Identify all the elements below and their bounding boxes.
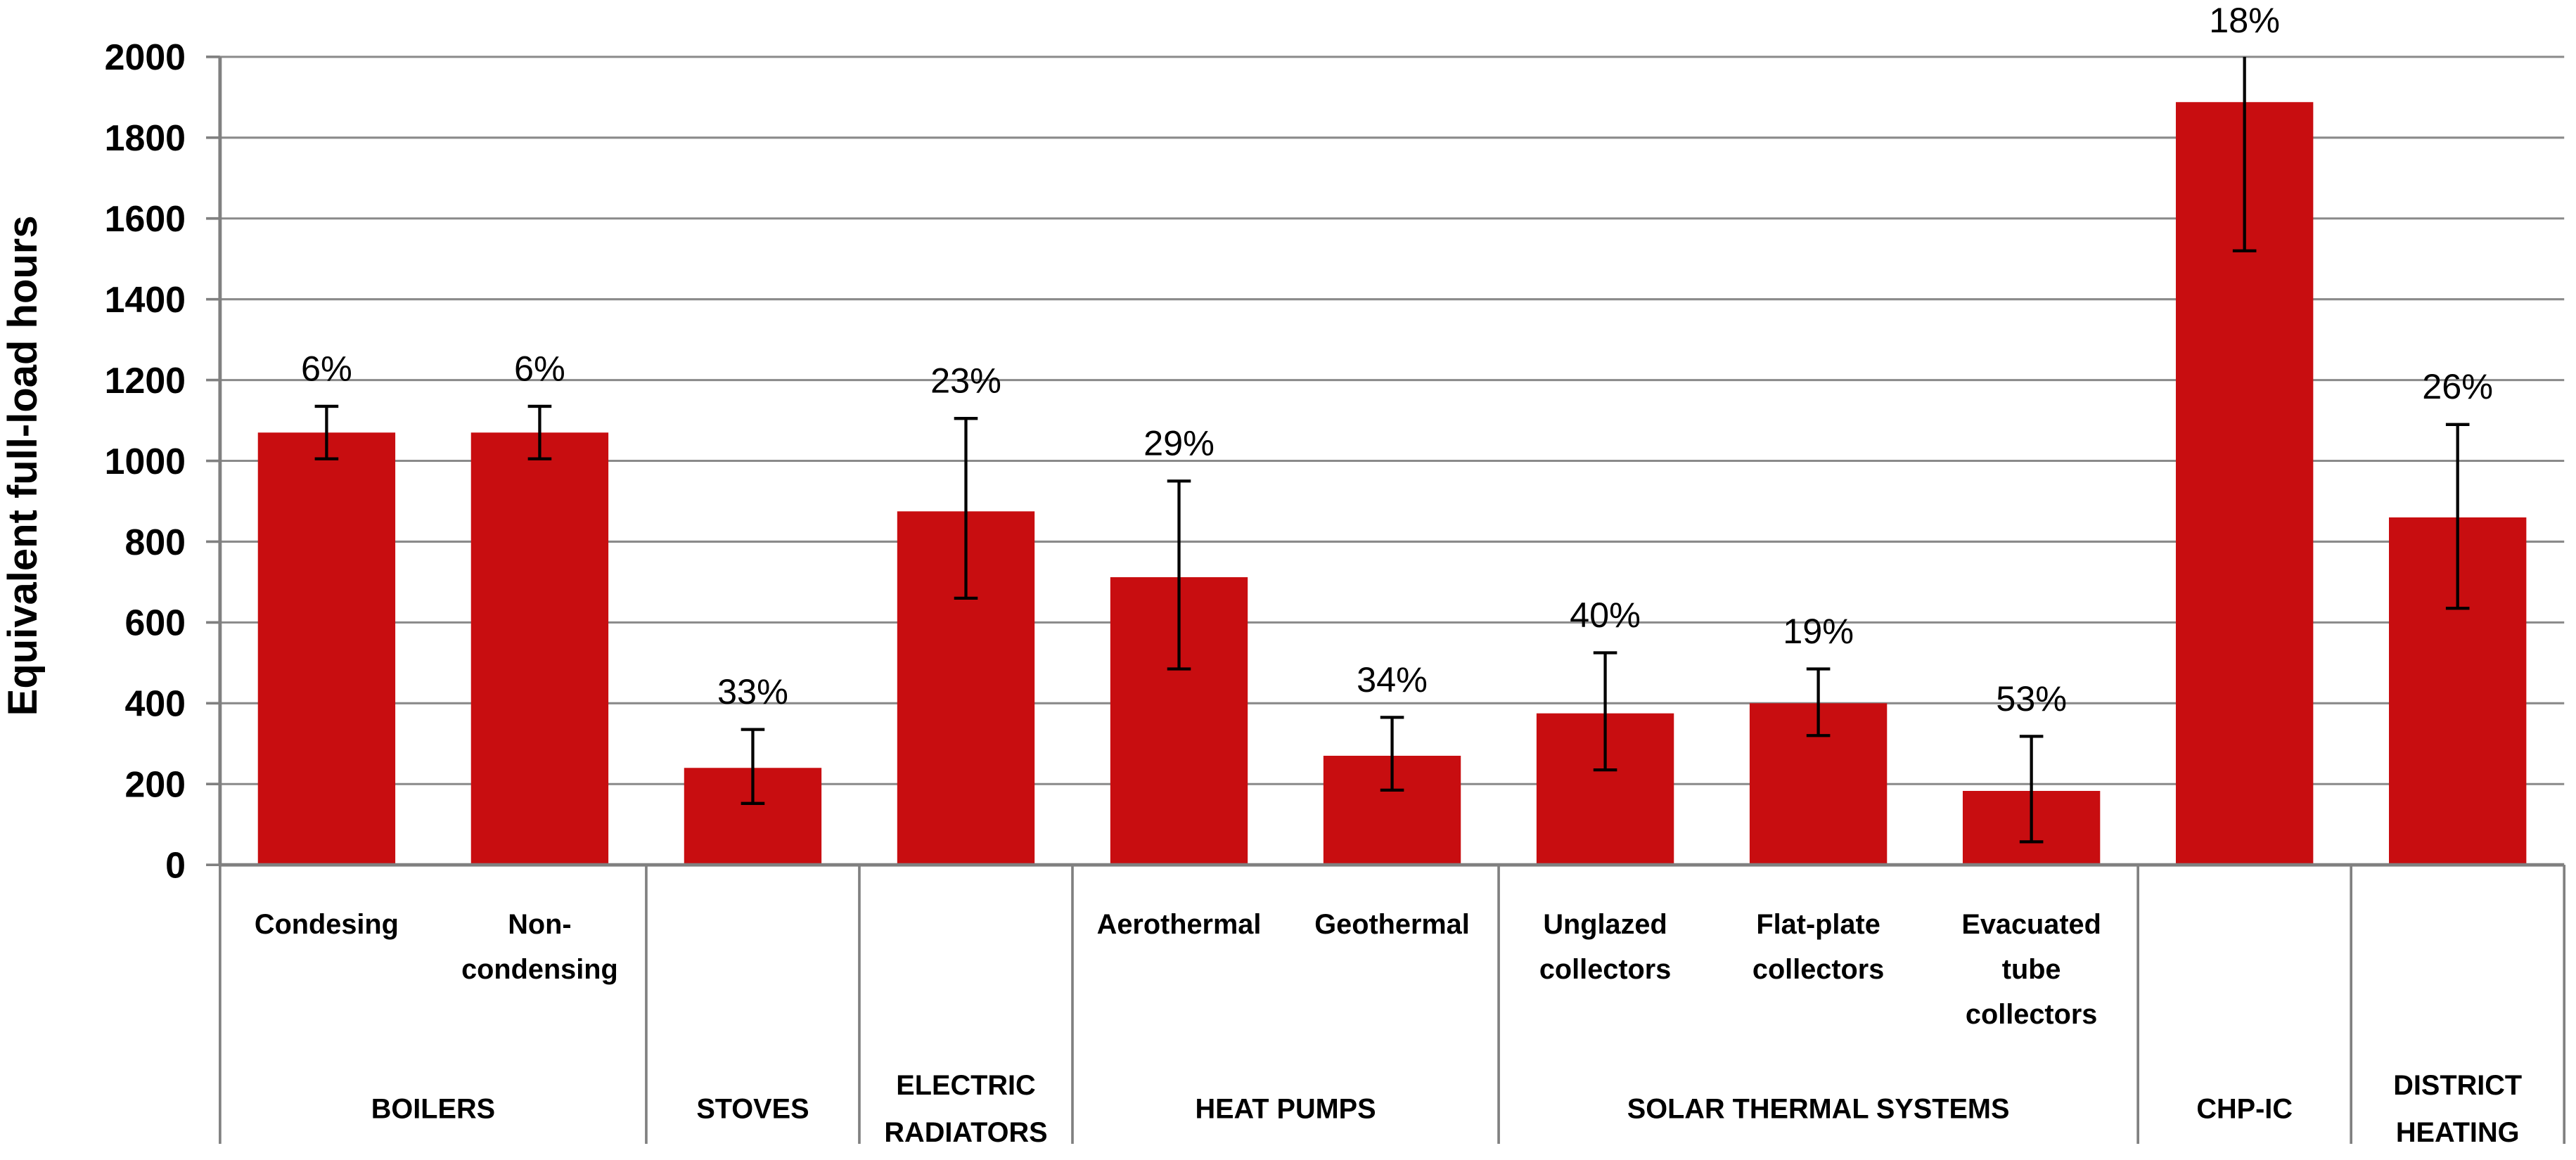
y-tick-label: 1600 <box>105 198 186 239</box>
pct-label-electric: 23% <box>930 361 1001 401</box>
pct-label-district: 26% <box>2422 366 2493 406</box>
group-label-electric-radiators: RADIATORS <box>884 1117 1047 1148</box>
pct-label-stoves: 33% <box>717 671 788 711</box>
y-tick-label: 800 <box>124 522 186 562</box>
category-label-evacuated: tube <box>2002 954 2061 985</box>
category-label-non: condensing <box>461 954 618 985</box>
y-tick-label: 0 <box>165 844 186 885</box>
category-label-unglazed: collectors <box>1539 954 1671 985</box>
chart-plot-area: 0 200 400 600 800 1000 1200 1400 1600 1800 2000 6% C… <box>105 0 2566 1148</box>
category-label-evacuated: Evacuated <box>1961 909 2101 940</box>
y-tick-label: 600 <box>124 602 186 643</box>
y-tick-label: 400 <box>124 683 186 724</box>
group-label-heat-pumps: HEAT PUMPS <box>1195 1093 1376 1124</box>
category-label-flat-plate: collectors <box>1752 954 1884 985</box>
pct-label-aerothermal: 29% <box>1143 423 1215 463</box>
group-label-district-heating: HEATING <box>2396 1117 2520 1148</box>
category-label-geothermal: Geothermal <box>1314 909 1469 940</box>
y-tick-label: 1200 <box>105 360 186 401</box>
y-tick-label: 2000 <box>105 37 186 77</box>
category-label-non: Non- <box>508 909 571 940</box>
bar-condesing <box>257 432 396 865</box>
category-label-condesing: Condesing <box>255 909 399 940</box>
bar-non <box>470 432 609 865</box>
category-label-aerothermal: Aerothermal <box>1097 909 1262 940</box>
group-label-chp-ic: CHP-IC <box>2196 1093 2293 1124</box>
y-tick-label: 200 <box>124 764 186 805</box>
pct-label-flat-plate: 19% <box>1783 611 1854 651</box>
y-tick-label: 1800 <box>105 117 186 158</box>
pct-label-geothermal: 34% <box>1357 659 1428 700</box>
category-label-flat-plate: Flat-plate <box>1756 909 1880 940</box>
pct-label-unglazed: 40% <box>1570 595 1641 635</box>
y-tick-label: 1000 <box>105 441 186 482</box>
group-label-district-heating: DISTRICT <box>2393 1070 2522 1101</box>
group-label-electric-radiators: ELECTRIC <box>896 1070 1035 1101</box>
pct-label-condesing: 6% <box>301 348 352 388</box>
group-label-boilers: BOILERS <box>371 1093 495 1124</box>
pct-label-evacuated: 53% <box>1996 678 2067 718</box>
pct-label-non: 6% <box>514 348 565 388</box>
category-label-evacuated: collectors <box>1966 999 2097 1030</box>
y-tick-label: 1400 <box>105 279 186 320</box>
pct-label-chp-ic: 18% <box>2209 0 2280 40</box>
category-label-unglazed: Unglazed <box>1543 909 1667 940</box>
group-label-solar-thermal-systems: SOLAR THERMAL SYSTEMS <box>1627 1093 2010 1124</box>
y-axis-title: Equivalent full-load hours <box>1 215 46 716</box>
group-label-stoves: STOVES <box>696 1093 809 1124</box>
